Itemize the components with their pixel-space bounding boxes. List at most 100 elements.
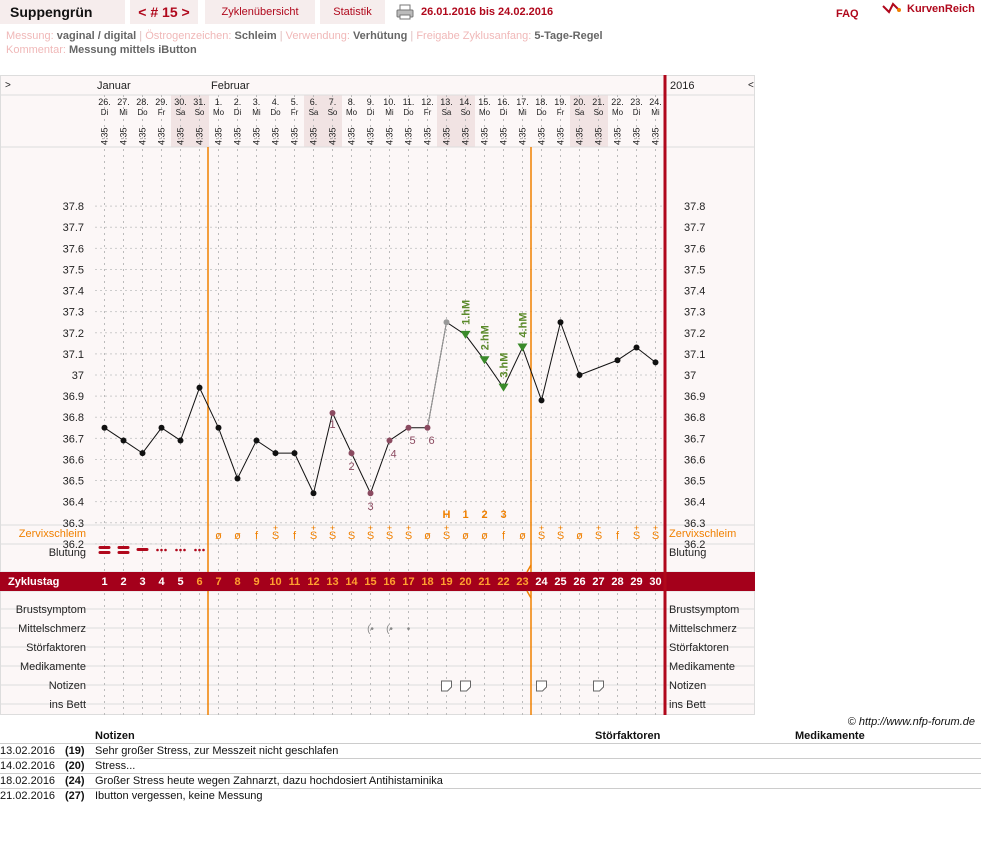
day-date: 9. [367, 97, 375, 107]
y-tick-label: 37.6 [63, 243, 84, 255]
row-label-medi: Medikamente [20, 661, 86, 673]
row-label-blutung: Blutung [49, 547, 86, 559]
temperature-point [253, 437, 260, 444]
note-text: Stress... [95, 758, 595, 774]
day-weekday: Mi [385, 108, 394, 117]
kurvenreich-logo[interactable]: KurvenReich [879, 0, 979, 24]
mittelschmerz-mark: • [407, 624, 411, 635]
top-marker: 3 [500, 509, 506, 521]
zervix-value: f [616, 530, 620, 542]
note-icon [441, 680, 452, 692]
y-tick-label: 36.5 [63, 476, 84, 488]
day-date: 30. [174, 97, 187, 107]
note-stoer [595, 788, 795, 803]
day-time: 4:35 [157, 127, 167, 145]
note-medi [795, 788, 981, 803]
zervix-plus: + [387, 523, 392, 533]
day-weekday: So [328, 108, 338, 117]
printer-icon[interactable] [396, 4, 414, 20]
row-label-zyklustag: Zyklustag [8, 576, 59, 588]
y-tick-label-right: 36.5 [684, 476, 705, 488]
cycle-navigator[interactable]: < # 15 > [130, 0, 198, 24]
temperature-point [158, 424, 165, 431]
note-date: 14.02.2016 [0, 758, 65, 774]
tab-cycle-overview[interactable]: Zyklenübersicht [205, 0, 315, 24]
zervix-value: S [405, 530, 412, 542]
day-weekday: Sa [575, 108, 585, 117]
day-weekday: Di [633, 108, 641, 117]
day-date: 18. [535, 97, 548, 107]
faq-link[interactable]: FAQ [836, 8, 859, 20]
day-date: 6. [310, 97, 318, 107]
zervix-plus: + [596, 523, 601, 533]
day-date: 28. [136, 97, 149, 107]
day-time: 4:35 [347, 127, 357, 145]
bleeding-light-mark [183, 548, 186, 552]
cycle-day: 11 [289, 576, 301, 588]
bleeding-light-mark [164, 548, 167, 552]
mittelschmerz-mark: (• [386, 624, 393, 635]
bleeding-light-mark [175, 548, 178, 552]
day-date: 11. [403, 97, 415, 107]
bleeding-medium-mark [136, 548, 149, 551]
day-time: 4:35 [176, 127, 186, 145]
y-tick-label: 37.7 [63, 222, 84, 234]
y-tick-label-right: 36.3 [684, 518, 705, 530]
y-tick-label: 36.4 [63, 497, 84, 509]
zervix-value: S [595, 530, 602, 542]
y-tick-label: 36.7 [63, 433, 84, 445]
comment-value: Messung mittels iButton [68, 44, 197, 56]
y-tick-label-right: 36.9 [684, 391, 705, 403]
day-weekday: Fr [424, 108, 432, 117]
day-date: 19. [554, 97, 567, 107]
bleeding-heavy-mark [98, 546, 111, 549]
temperature-point [215, 424, 222, 431]
cycle-day: 1 [101, 576, 107, 588]
zervix-value: S [348, 530, 355, 542]
zervix-value: S [272, 530, 279, 542]
comment-label: Kommentar: [6, 44, 66, 56]
bleeding-light-mark [194, 548, 197, 552]
cycle-day: 10 [269, 576, 281, 588]
day-date: 17. [516, 97, 529, 107]
date-range: 26.01.2016 bis 24.02.2016 [421, 6, 554, 18]
temperature-point [310, 490, 317, 497]
higher-measurement-label: 4.hM [518, 312, 530, 337]
temperature-point [272, 450, 279, 457]
zervix-value: f [293, 530, 297, 542]
day-time: 4:35 [328, 127, 338, 145]
higher-measurement-label: 2.hM [480, 325, 492, 350]
day-time: 4:35 [423, 127, 433, 145]
measurement-label: Messung: [6, 30, 54, 42]
zyklustag-bar [0, 572, 755, 591]
month-label: Januar [97, 80, 131, 92]
y-tick-label: 37.2 [63, 328, 84, 340]
note-date: 18.02.2016 [0, 773, 65, 789]
note-medi [795, 758, 981, 774]
day-date: 21. [592, 97, 605, 107]
top-marker: H [443, 509, 451, 521]
day-date: 4. [272, 97, 280, 107]
zervix-value: S [310, 530, 317, 542]
day-time: 4:35 [594, 127, 604, 145]
cycle-day: 6 [196, 576, 202, 588]
day-weekday: Mo [612, 108, 624, 117]
cycle-day: 22 [497, 576, 509, 588]
day-weekday: Mi [518, 108, 527, 117]
zervix-plus: + [330, 523, 335, 533]
cycle-day: 23 [516, 576, 528, 588]
cycle-day: 8 [234, 576, 240, 588]
chart-border [0, 75, 755, 715]
temperature-point [443, 319, 450, 326]
temperature-point [196, 384, 203, 391]
temperature-line-excluded [427, 322, 447, 428]
tab-statistics[interactable]: Statistik [320, 0, 385, 24]
day-date: 10. [383, 97, 396, 107]
cycle-day: 13 [326, 576, 338, 588]
cycle-day: 24 [535, 576, 548, 588]
y-tick-label-right: 36.6 [684, 454, 705, 466]
day-date: 20. [573, 97, 586, 107]
cycle-day: 17 [402, 576, 414, 588]
row-label-right-mittel: Mittelschmerz [669, 623, 737, 635]
y-tick-label-right: 37.5 [684, 264, 705, 276]
